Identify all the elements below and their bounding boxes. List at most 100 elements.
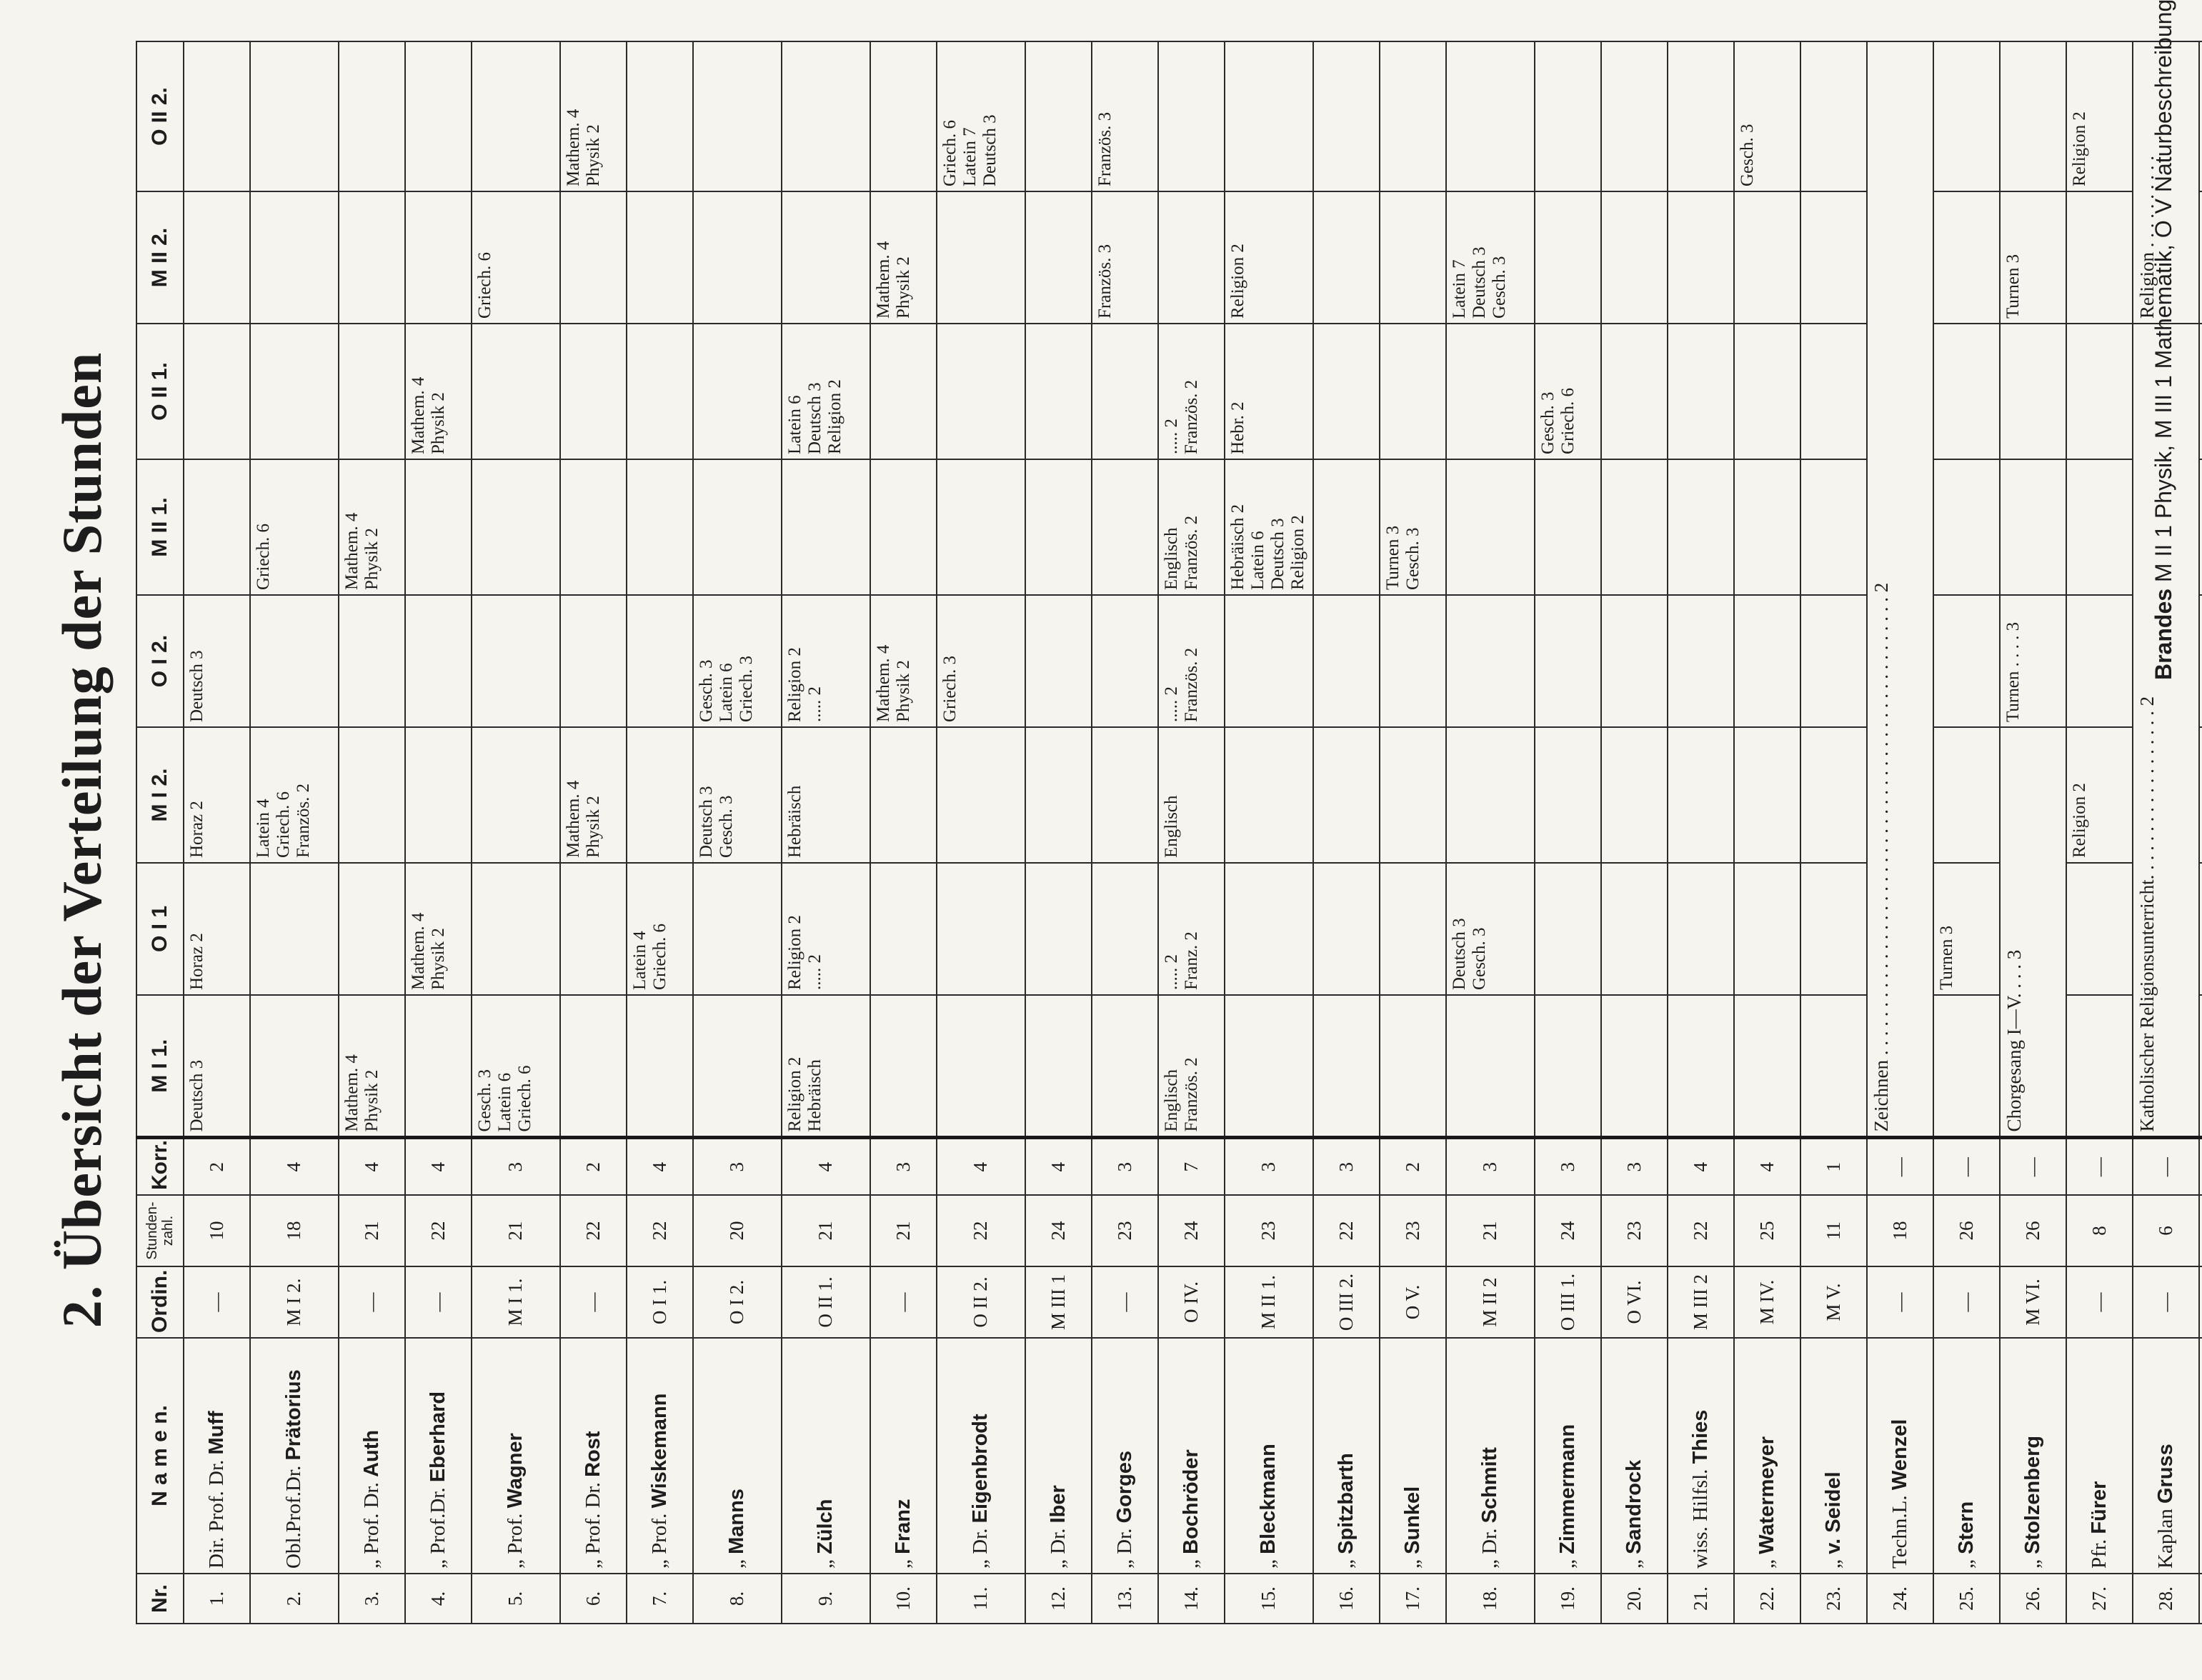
subject-entry: Gesch. 3 bbox=[1490, 256, 1509, 319]
teacher-surname: Iber bbox=[1046, 1485, 1070, 1524]
class-cell-4 bbox=[1313, 459, 1380, 595]
class-cell-1 bbox=[870, 863, 937, 995]
subject-entry: Gesch. 3 bbox=[1538, 391, 1558, 454]
table-row: 7. „ Prof. Wiskemann O I 1. 22 4 Latein 4 Grie… bbox=[627, 41, 693, 1624]
row-number: 25. bbox=[1933, 1574, 2000, 1624]
hours-count: 22 bbox=[560, 1195, 627, 1266]
class-cell-2 bbox=[472, 727, 560, 863]
subject-entry: Deutsch 3 bbox=[187, 1059, 206, 1132]
class-cell-1 bbox=[250, 863, 339, 995]
class-cell-0 bbox=[937, 995, 1025, 1138]
subject-entry: Religion 2 bbox=[785, 647, 804, 722]
teacher-name: Techn.L. Wenzel bbox=[1867, 1338, 1933, 1574]
ordinariat: O I 1. bbox=[627, 1266, 693, 1338]
subject-entry: Französ. 2 bbox=[294, 783, 313, 858]
class-cell-2 bbox=[1668, 727, 1734, 863]
class-cell-7 bbox=[405, 41, 472, 191]
subject-entry: Griech. 6 bbox=[515, 1065, 534, 1132]
subject-entry: Mathem. 4 bbox=[409, 912, 428, 990]
teacher-prefix: „ Prof.Dr. bbox=[426, 1487, 449, 1569]
class-cell-5: Latein 6 Deutsch 3 Religion 2 bbox=[782, 324, 870, 459]
class-cell-2 bbox=[1380, 727, 1446, 863]
span-cell: Chorgesang I—V. . . . 3 bbox=[2000, 727, 2066, 1138]
header-name: N a m e n. bbox=[136, 1338, 184, 1574]
hours-count: 21 bbox=[339, 1195, 405, 1266]
hours-count: 10 bbox=[184, 1195, 250, 1266]
class-cell-7 bbox=[1380, 41, 1446, 191]
class-cell-2: Englisch bbox=[1158, 727, 1225, 863]
teacher-surname: Bochröder bbox=[1179, 1449, 1202, 1554]
ordinariat: — bbox=[405, 1266, 472, 1338]
korrektur-count: 4 bbox=[339, 1138, 405, 1195]
table-row: 5. „ Prof. Wagner M I 1. 21 3 Gesch. 3 Latein … bbox=[472, 41, 560, 1624]
ordinariat: O VI. bbox=[1601, 1266, 1668, 1338]
header-class-0: M I 1. bbox=[136, 995, 184, 1138]
subject-entry: Turnen 3 bbox=[1383, 525, 1403, 590]
row-number: 4. bbox=[405, 1574, 472, 1624]
teacher-surname: Stern bbox=[1954, 1501, 1978, 1554]
class-cell-6 bbox=[1800, 191, 1867, 324]
class-cell-0 bbox=[1601, 995, 1668, 1138]
ordinariat: — bbox=[560, 1266, 627, 1338]
class-cell-6 bbox=[2066, 191, 2133, 324]
table-row: 15. „ Bleckmann M II 1. 23 3 Hebräisch 2 Latei… bbox=[1225, 41, 1313, 1624]
subject-entry: Deutsch 3 bbox=[1450, 918, 1469, 990]
teacher-prefix: „ Dr. bbox=[1046, 1528, 1070, 1569]
teacher-name: „ Prof. Wiskemann bbox=[627, 1338, 693, 1574]
subject-entry: Latein 7 bbox=[1450, 259, 1469, 319]
class-cell-4: Mathem. 4 Physik 2 bbox=[339, 459, 405, 595]
span-entry: Chorgesang I—V. . . . 3 bbox=[2003, 949, 2025, 1132]
class-cell-7 bbox=[1158, 41, 1225, 191]
class-cell-0 bbox=[870, 995, 937, 1138]
row-number: 26. bbox=[2000, 1574, 2066, 1624]
subject-entry: Physik 2 bbox=[362, 528, 382, 590]
row-number: 1. bbox=[184, 1574, 250, 1624]
subject-entry: Griech. 6 bbox=[274, 791, 293, 858]
subject-entry: ..... 2 bbox=[805, 954, 824, 990]
class-cell-1 bbox=[1535, 863, 1601, 995]
totals-hours: 572 bbox=[2199, 1195, 2202, 1266]
class-cell-5 bbox=[1734, 324, 1800, 459]
teacher-prefix: Obl.Prof.Dr. bbox=[282, 1465, 306, 1569]
class-cell-7 bbox=[693, 41, 782, 191]
subject-entry: Turnen 3 bbox=[2003, 254, 2023, 319]
subject-entry: Mathem. 4 bbox=[564, 780, 583, 858]
subject-entry: Französ. 2 bbox=[1182, 379, 1201, 454]
subject-entry: Religion 2 bbox=[2070, 783, 2089, 858]
teacher-name: „ Stern bbox=[1933, 1338, 2000, 1574]
class-cell-3: Griech. 3 bbox=[937, 595, 1025, 727]
class-cell-4 bbox=[1535, 459, 1601, 595]
subject-entry: Deutsch 3 bbox=[697, 786, 716, 858]
hours-count: 25 bbox=[1734, 1195, 1800, 1266]
table-row: 17. „ Sunkel O V. 23 2 Turnen 3 Gesch. 3 bbox=[1380, 41, 1446, 1624]
ordinariat: — bbox=[184, 1266, 250, 1338]
subject-entry: Horaz 2 bbox=[187, 933, 206, 990]
ordinariat: — bbox=[1933, 1266, 2000, 1338]
korrektur-count: — bbox=[2133, 1138, 2199, 1195]
class-cell-7 bbox=[1446, 41, 1535, 191]
subject-entry: ..... 2 bbox=[1162, 686, 1181, 722]
class-cell-0: Englisch Französ. 2 bbox=[1158, 995, 1225, 1138]
schedule-table: Nr. N a m e n. Ordin. Stunden-zahl. Korr… bbox=[136, 41, 2202, 1624]
table-row: 4. „ Prof.Dr. Eberhard —22 4 Mathem. 4 Physik… bbox=[405, 41, 472, 1624]
class-cell-1 bbox=[1313, 863, 1380, 995]
class-cell-7: Französ. 3 bbox=[1092, 41, 1158, 191]
class-cell-0 bbox=[1446, 995, 1535, 1138]
teacher-name: „ Spitzbarth bbox=[1313, 1338, 1380, 1574]
ordinariat: O V. bbox=[1380, 1266, 1446, 1338]
teacher-prefix: „ bbox=[1257, 1559, 1280, 1569]
teacher-prefix: Pfr. bbox=[2087, 1539, 2111, 1569]
table-row: 23. „ v. Seidel M V. 11 1 bbox=[1800, 41, 1867, 1624]
class-cell-3 bbox=[1734, 595, 1800, 727]
teacher-prefix: „ Prof. Dr. bbox=[359, 1482, 383, 1569]
korrektur-count: 4 bbox=[937, 1138, 1025, 1195]
totals-blank-name bbox=[2199, 1338, 2202, 1574]
table-row: 25. „ Stern —26— Turnen 3 bbox=[1933, 41, 2000, 1624]
subject-entry: Physik 2 bbox=[584, 796, 603, 858]
table-row: 13. „ Dr. Gorges —23 3 Französ. 3 Französ. 3 bbox=[1092, 41, 1158, 1624]
subject-entry: Religion 2 bbox=[785, 1056, 804, 1132]
class-cell-4 bbox=[1092, 459, 1158, 595]
class-cell-6: Latein 7 Deutsch 3 Gesch. 3 bbox=[1446, 191, 1535, 324]
hours-count: 20 bbox=[693, 1195, 782, 1266]
class-cell-3: Deutsch 3 bbox=[184, 595, 250, 727]
